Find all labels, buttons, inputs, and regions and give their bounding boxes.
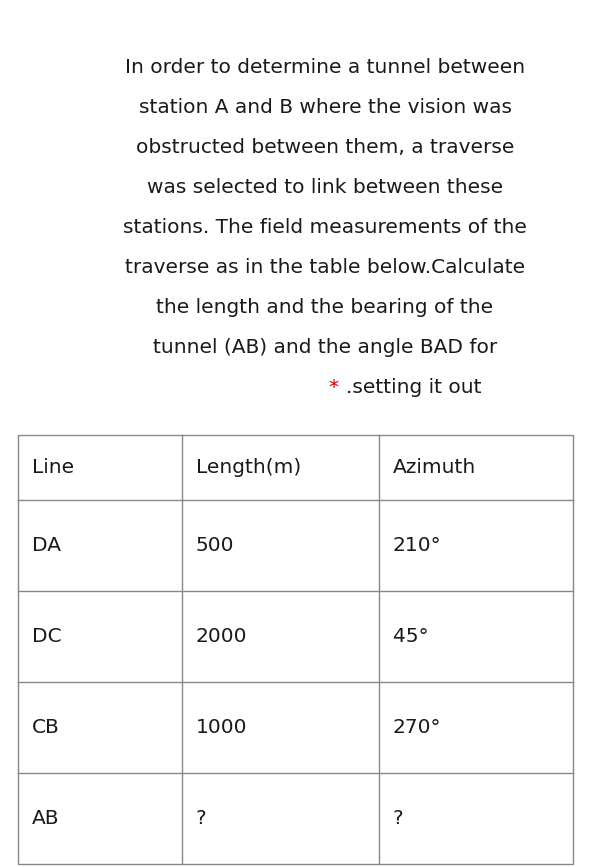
Text: ?: ? <box>393 809 404 828</box>
Text: ?: ? <box>196 809 206 828</box>
Bar <box>18 435 573 864</box>
Text: station A and B where the vision was: station A and B where the vision was <box>138 98 512 117</box>
Text: .setting it out: .setting it out <box>346 378 481 397</box>
Text: Azimuth: Azimuth <box>393 458 476 477</box>
Text: AB: AB <box>32 809 59 828</box>
Text: Line: Line <box>32 458 74 477</box>
Text: was selected to link between these: was selected to link between these <box>147 178 503 197</box>
Text: the length and the bearing of the: the length and the bearing of the <box>157 298 493 317</box>
Text: *: * <box>329 378 346 397</box>
Text: 2000: 2000 <box>196 627 247 646</box>
Text: stations. The field measurements of the: stations. The field measurements of the <box>123 218 527 237</box>
Text: DA: DA <box>32 536 61 555</box>
Text: Length(m): Length(m) <box>196 458 301 477</box>
Text: obstructed between them, a traverse: obstructed between them, a traverse <box>136 138 514 157</box>
Text: 45°: 45° <box>393 627 428 646</box>
Text: 1000: 1000 <box>196 718 247 737</box>
Text: In order to determine a tunnel between: In order to determine a tunnel between <box>125 58 525 77</box>
Text: 210°: 210° <box>393 536 441 555</box>
Text: 270°: 270° <box>393 718 441 737</box>
Text: CB: CB <box>32 718 60 737</box>
Text: traverse as in the table below.Calculate: traverse as in the table below.Calculate <box>125 258 525 277</box>
Text: DC: DC <box>32 627 61 646</box>
Text: tunnel (AB) and the angle BAD for: tunnel (AB) and the angle BAD for <box>153 338 497 357</box>
Text: 500: 500 <box>196 536 234 555</box>
